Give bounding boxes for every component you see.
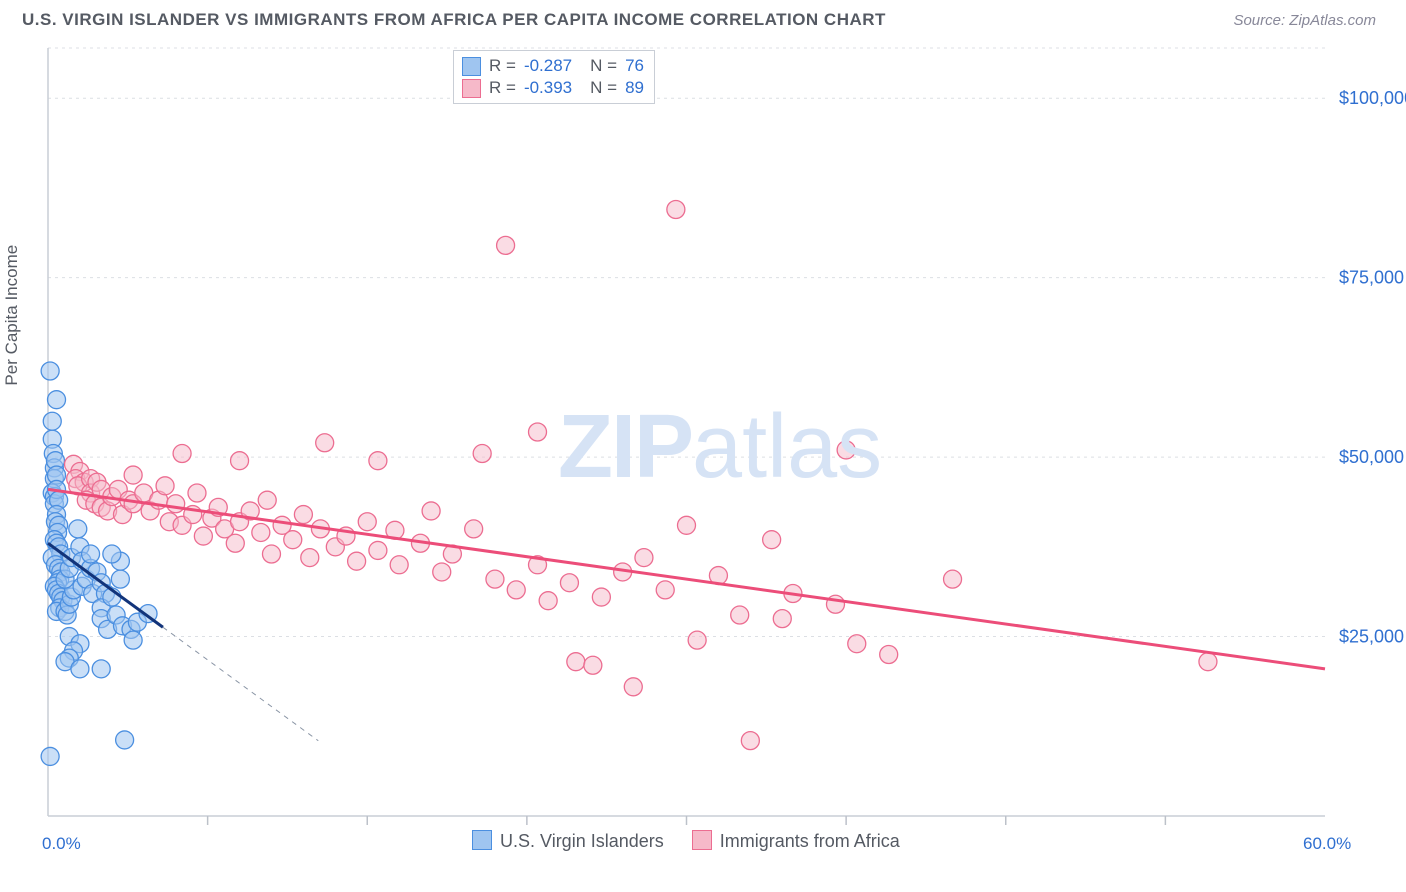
svg-text:$50,000: $50,000 bbox=[1339, 447, 1404, 467]
correlation-legend: R = -0.287 N = 76 R = -0.393 N = 89 bbox=[453, 50, 655, 104]
legend-n-label: N = bbox=[590, 77, 617, 99]
series-label-usvi: U.S. Virgin Islanders bbox=[500, 831, 664, 851]
scatter-plot-svg: $25,000 $50,000 $75,000 $100,000 bbox=[0, 36, 1406, 876]
series-swatch-blue bbox=[472, 830, 492, 850]
legend-r-value-usvi: -0.287 bbox=[524, 55, 572, 77]
series-legend: U.S. Virgin Islanders Immigrants from Af… bbox=[472, 830, 900, 852]
series-legend-item-usvi: U.S. Virgin Islanders bbox=[472, 830, 664, 852]
legend-r-label: R = bbox=[489, 77, 516, 99]
legend-swatch-pink bbox=[462, 79, 481, 98]
x-axis-tick-label-min: 0.0% bbox=[42, 834, 81, 854]
svg-text:$75,000: $75,000 bbox=[1339, 268, 1404, 288]
legend-n-value-usvi: 76 bbox=[625, 55, 644, 77]
series-legend-item-africa: Immigrants from Africa bbox=[692, 830, 900, 852]
svg-text:$100,000: $100,000 bbox=[1339, 88, 1406, 108]
legend-row-usvi: R = -0.287 N = 76 bbox=[462, 55, 644, 77]
legend-r-value-africa: -0.393 bbox=[524, 77, 572, 99]
legend-n-label: N = bbox=[590, 55, 617, 77]
svg-text:$25,000: $25,000 bbox=[1339, 627, 1404, 647]
source-attribution: Source: ZipAtlas.com bbox=[1233, 12, 1376, 29]
legend-row-africa: R = -0.393 N = 89 bbox=[462, 77, 644, 99]
chart-area: Per Capita Income $25,000$50,000$75,000$… bbox=[0, 36, 1406, 876]
legend-swatch-blue bbox=[462, 57, 481, 76]
series-swatch-pink bbox=[692, 830, 712, 850]
legend-r-label: R = bbox=[489, 55, 516, 77]
series-label-africa: Immigrants from Africa bbox=[720, 831, 900, 851]
y-axis-label: Per Capita Income bbox=[2, 245, 22, 386]
chart-title: U.S. VIRGIN ISLANDER VS IMMIGRANTS FROM … bbox=[22, 10, 886, 30]
legend-n-value-africa: 89 bbox=[625, 77, 644, 99]
x-axis-tick-label-max: 60.0% bbox=[1303, 834, 1351, 854]
